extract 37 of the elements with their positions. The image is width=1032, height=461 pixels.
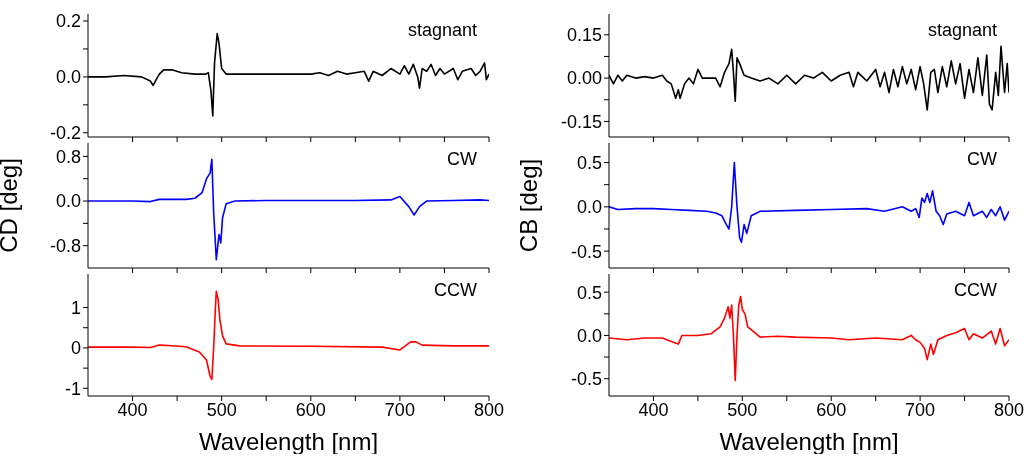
- series-label: CCW: [954, 280, 997, 301]
- y-axis-title: CD [deg]: [0, 158, 22, 253]
- x-tick-label: 600: [295, 399, 326, 420]
- x-tick-label: 400: [638, 399, 669, 420]
- x-tick-label: 800: [473, 399, 505, 420]
- y-tick-label: 1: [70, 297, 81, 318]
- y-tick-label: -0.5: [570, 241, 602, 262]
- x-tick-label: 700: [384, 399, 415, 420]
- x-tick-label: 500: [727, 399, 758, 420]
- y-tick-label: -0.5: [570, 369, 602, 390]
- y-tick-label: 0.00: [566, 68, 602, 89]
- y-tick-label: -0.8: [49, 236, 81, 257]
- y-tick-label: 0: [70, 338, 81, 359]
- y-tick-label: -0.2: [49, 123, 81, 144]
- series-label: stagnant: [407, 20, 477, 41]
- series-label: CW: [967, 149, 997, 170]
- x-tick-label: 600: [816, 399, 847, 420]
- x-tick-label: 800: [993, 399, 1025, 420]
- x-tick-label: 400: [117, 399, 148, 420]
- y-tick-label: 0.2: [55, 11, 81, 32]
- y-tick-label: 0.0: [55, 67, 81, 88]
- y-tick-label: 0.0: [55, 191, 81, 212]
- y-tick-label: 0.0: [576, 325, 602, 346]
- line-series: [609, 295, 1009, 382]
- y-tick-label: 0.5: [576, 282, 602, 303]
- text: CCW: [434, 280, 477, 301]
- series-label: CW: [447, 149, 477, 170]
- y-tick-label: 0.5: [576, 152, 602, 173]
- x-tick-label: 500: [206, 399, 237, 420]
- x-tick-label: 700: [905, 399, 936, 420]
- y-tick-label: -1: [64, 378, 81, 399]
- y-tick-label: 0.15: [566, 25, 602, 46]
- y-tick-label: 0.8: [55, 146, 81, 167]
- series-label: stagnant: [927, 20, 997, 41]
- y-tick-label: 0.0: [576, 197, 602, 218]
- y-axis-title: CB [deg]: [514, 158, 542, 253]
- y-tick-label: -0.15: [560, 111, 602, 132]
